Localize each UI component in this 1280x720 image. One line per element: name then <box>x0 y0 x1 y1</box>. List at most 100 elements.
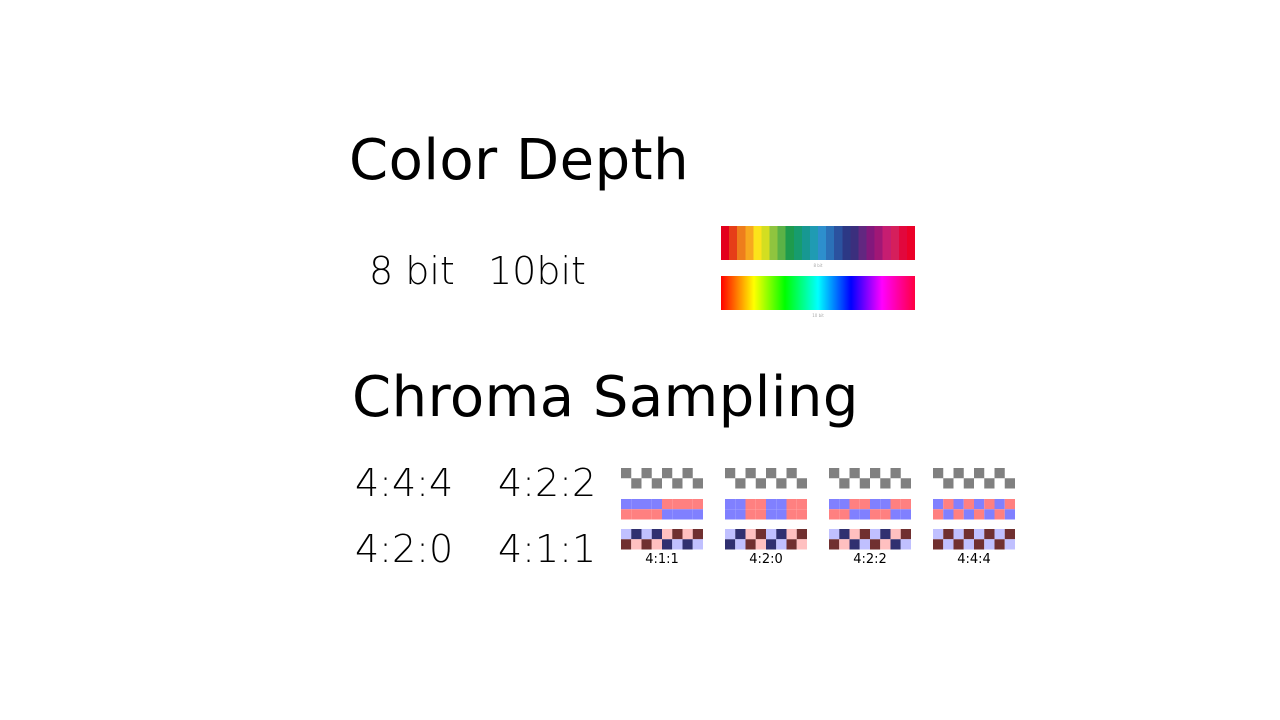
eight-bit-label: 8 bit <box>369 249 455 293</box>
result-cell <box>692 529 703 540</box>
chroma-cell <box>682 509 693 520</box>
chroma-cell <box>974 509 985 520</box>
chroma-cell <box>725 499 736 510</box>
chroma-cell <box>963 499 974 510</box>
luma-cell <box>651 478 662 489</box>
result-cell <box>984 529 995 540</box>
chroma-cell <box>776 499 787 510</box>
chroma-cell <box>766 509 777 520</box>
luma-cell <box>880 478 891 489</box>
chroma-cell <box>859 499 870 510</box>
ten-bit-gradient-caption: 10 bit <box>812 313 824 318</box>
ratio-label-444: 4:4:4 <box>355 461 454 505</box>
chroma-cell <box>621 509 632 520</box>
result-cell <box>672 539 683 550</box>
chroma-cell <box>766 499 777 510</box>
chroma-cell <box>859 509 870 520</box>
chroma-cell <box>1004 499 1015 510</box>
result-cell <box>953 529 964 540</box>
luma-cell <box>1004 478 1015 489</box>
luma-cell <box>672 478 683 489</box>
result-cell <box>900 539 911 550</box>
result-cell <box>651 529 662 540</box>
result-cell <box>621 539 632 550</box>
result-cell <box>984 539 995 550</box>
chroma-cell <box>651 499 662 510</box>
chroma-cell <box>1004 509 1015 520</box>
chroma-diagram-420: 4:2:0 <box>725 468 807 567</box>
chroma-cell <box>641 509 652 520</box>
chroma-cell <box>796 509 807 520</box>
result-cell <box>755 539 766 550</box>
result-cell <box>963 529 974 540</box>
result-cell <box>890 539 901 550</box>
result-cell <box>839 539 850 550</box>
luma-cell <box>933 468 944 479</box>
luma-cell <box>621 468 632 479</box>
result-cell <box>735 539 746 550</box>
luma-cell <box>735 478 746 489</box>
luma-cell <box>725 468 736 479</box>
chroma-cell <box>880 499 891 510</box>
chroma-cell <box>662 509 673 520</box>
result-cell <box>994 539 1005 550</box>
result-cell <box>755 529 766 540</box>
result-cell <box>943 529 954 540</box>
chroma-cell <box>870 509 881 520</box>
luma-cell <box>766 468 777 479</box>
luma-cell <box>631 478 642 489</box>
color-depth-title: Color Depth <box>349 128 690 193</box>
luma-cell <box>796 478 807 489</box>
luma-cell <box>786 468 797 479</box>
chroma-cell <box>943 499 954 510</box>
chroma-cell <box>933 499 944 510</box>
chroma-cell <box>933 509 944 520</box>
eight-bit-gradient <box>721 226 915 260</box>
chroma-cell <box>682 499 693 510</box>
luma-cell <box>849 468 860 479</box>
result-cell <box>974 539 985 550</box>
luma-cell <box>943 478 954 489</box>
chroma-cell <box>890 499 901 510</box>
ratio-label-420: 4:2:0 <box>355 527 454 571</box>
chroma-diagram-label: 4:1:1 <box>645 552 679 567</box>
chroma-cell <box>672 509 683 520</box>
chroma-cell <box>755 509 766 520</box>
eight-bit-gradient-caption: 8 bit <box>813 263 823 268</box>
luma-cell <box>839 478 850 489</box>
luma-cell <box>662 468 673 479</box>
luma-cell <box>974 468 985 479</box>
chroma-cell <box>692 509 703 520</box>
result-cell <box>641 539 652 550</box>
chroma-cell <box>786 499 797 510</box>
chroma-cell <box>953 499 964 510</box>
chroma-diagram-422: 4:2:2 <box>829 468 911 567</box>
result-cell <box>682 529 693 540</box>
chroma-sampling-title: Chroma Sampling <box>352 365 859 430</box>
result-cell <box>829 529 840 540</box>
result-cell <box>1004 539 1015 550</box>
chroma-diagram-411: 4:1:1 <box>621 468 703 567</box>
result-cell <box>849 539 860 550</box>
chroma-cell <box>745 509 756 520</box>
chroma-cell <box>776 509 787 520</box>
ten-bit-gradient <box>721 276 915 310</box>
result-cell <box>631 539 642 550</box>
result-cell <box>933 529 944 540</box>
chroma-cell <box>984 499 995 510</box>
result-cell <box>786 529 797 540</box>
result-cell <box>900 529 911 540</box>
result-cell <box>849 529 860 540</box>
result-cell <box>953 539 964 550</box>
chroma-cell <box>755 499 766 510</box>
chroma-cell <box>735 509 746 520</box>
luma-cell <box>682 468 693 479</box>
result-cell <box>796 539 807 550</box>
chroma-cell <box>692 499 703 510</box>
chroma-cell <box>641 499 652 510</box>
chroma-cell <box>870 499 881 510</box>
result-cell <box>725 539 736 550</box>
result-cell <box>745 529 756 540</box>
chroma-cell <box>890 509 901 520</box>
result-cell <box>859 539 870 550</box>
